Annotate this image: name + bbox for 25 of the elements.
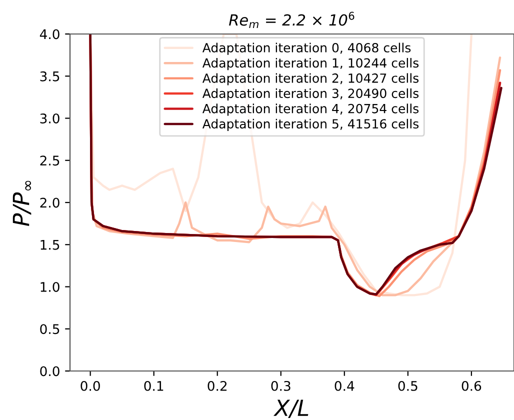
y-tick-label: 0.5 (40, 324, 60, 334)
legend-label: Adaptation iteration 3, 20490 cells (202, 88, 419, 101)
x-tick-label: 0.5 (398, 380, 418, 391)
chart-title: Re$_{m}$ = 2.2 × 10$^{6}$ (229, 12, 354, 28)
x-tick-label: 0.3 (271, 380, 290, 391)
x-tick-label: 0.6 (462, 380, 482, 391)
y-tick-label: 1.5 (40, 240, 60, 250)
x-axis-title: X/L (274, 400, 308, 418)
y-tick-label: 3.5 (40, 71, 60, 82)
x-tick-label: 0.4 (334, 380, 354, 391)
y-tick-label: 1.0 (40, 282, 60, 292)
y-tick-label: 3.0 (40, 113, 60, 124)
x-tick-label: 0.0 (80, 380, 100, 391)
y-axis-title: P/P$_{∞}$ (12, 180, 32, 226)
legend-label: Adaptation iteration 1, 10244 cells (202, 58, 419, 70)
legend-label: Adaptation iteration 0, 4068 cells (202, 42, 411, 55)
legend-label: Adaptation iteration 4, 20754 cells (202, 104, 419, 116)
y-tick-label: 0.0 (40, 366, 60, 376)
y-tick-label: 2.0 (40, 198, 60, 208)
y-tick-label: 4.0 (40, 29, 60, 40)
legend-label: Adaptation iteration 5, 41516 cells (202, 118, 419, 131)
y-tick-label: 2.5 (40, 156, 60, 166)
x-tick-label: 0.2 (208, 380, 227, 391)
x-tick-label: 0.1 (144, 380, 164, 391)
legend-label: Adaptation iteration 2, 10427 cells (202, 73, 419, 86)
